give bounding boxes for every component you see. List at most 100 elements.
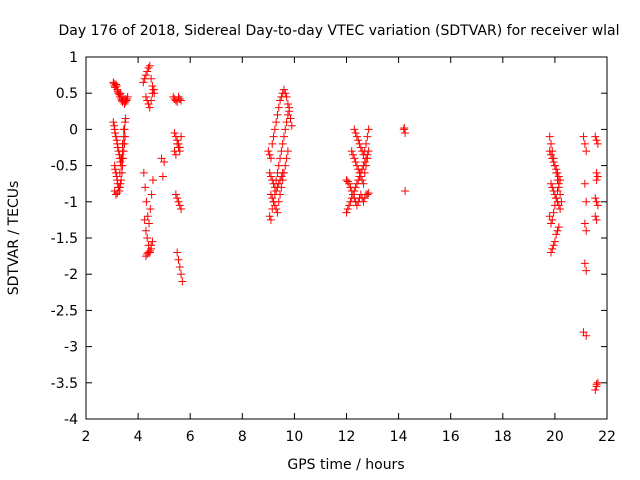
data-point xyxy=(553,168,562,177)
data-point xyxy=(173,248,182,257)
data-point xyxy=(548,183,557,192)
data-point xyxy=(546,179,555,188)
data-point xyxy=(582,147,591,156)
data-point xyxy=(119,125,128,134)
x-tick-label: 8 xyxy=(238,429,247,445)
data-point xyxy=(556,176,565,185)
y-tick-label: -4 xyxy=(64,412,78,428)
data-point xyxy=(364,189,373,198)
x-tick-label: 12 xyxy=(338,429,356,445)
data-point xyxy=(350,125,359,134)
data-point xyxy=(177,270,186,279)
data-point xyxy=(351,129,360,138)
data-point xyxy=(145,219,154,228)
data-point xyxy=(582,266,591,275)
data-point xyxy=(270,190,279,199)
data-point xyxy=(145,61,154,70)
data-point xyxy=(160,157,169,166)
data-point xyxy=(364,147,373,156)
data-point xyxy=(347,194,356,203)
data-point xyxy=(147,96,156,105)
y-tick-label: 0.5 xyxy=(56,86,78,102)
data-point xyxy=(112,136,121,145)
data-point xyxy=(285,103,294,112)
data-point xyxy=(592,380,601,389)
data-point xyxy=(144,63,153,72)
data-point xyxy=(110,121,119,130)
data-point xyxy=(175,201,184,210)
data-point xyxy=(343,205,352,214)
y-tick-label: -1 xyxy=(64,195,78,211)
y-tick-label: -1.5 xyxy=(51,231,78,247)
data-point xyxy=(173,194,182,203)
data-point xyxy=(554,179,563,188)
data-point xyxy=(554,172,563,181)
data-point xyxy=(546,150,555,159)
data-point xyxy=(117,176,126,185)
data-point xyxy=(545,132,554,141)
data-point xyxy=(147,241,156,250)
data-point xyxy=(277,172,286,181)
data-point xyxy=(139,168,148,177)
data-point xyxy=(270,125,279,134)
y-tick-label: -3.5 xyxy=(51,376,78,392)
data-point xyxy=(283,110,292,119)
data-point xyxy=(111,80,120,89)
data-point xyxy=(363,132,372,141)
data-point xyxy=(546,219,555,228)
data-point xyxy=(276,96,285,105)
data-point xyxy=(147,190,156,199)
data-point xyxy=(274,103,283,112)
data-point xyxy=(548,154,557,163)
data-point xyxy=(362,154,371,163)
data-point xyxy=(268,205,277,214)
data-point xyxy=(178,277,187,286)
data-point xyxy=(266,172,275,181)
data-point xyxy=(121,118,130,127)
data-point xyxy=(113,189,122,198)
data-point xyxy=(550,201,559,210)
data-point xyxy=(143,67,152,76)
data-point xyxy=(400,123,409,132)
data-point xyxy=(352,132,361,141)
x-tick-label: 2 xyxy=(82,429,91,445)
x-tick-label: 6 xyxy=(186,429,195,445)
data-point xyxy=(111,165,120,174)
data-point xyxy=(349,150,358,159)
data-point xyxy=(359,161,368,170)
data-point xyxy=(552,230,561,239)
data-point xyxy=(552,194,561,203)
data-point xyxy=(399,125,408,134)
data-point xyxy=(593,172,602,181)
data-point xyxy=(550,237,559,246)
data-point xyxy=(591,386,600,395)
data-point xyxy=(118,139,127,148)
x-tick-label: 20 xyxy=(546,429,564,445)
data-point xyxy=(546,248,555,257)
data-point xyxy=(281,161,290,170)
data-point xyxy=(350,154,359,163)
data-point xyxy=(122,96,131,105)
data-point xyxy=(148,81,157,90)
data-point xyxy=(582,197,591,206)
data-point xyxy=(175,147,184,156)
plot-frame xyxy=(85,56,608,420)
data-point xyxy=(580,139,589,148)
data-point xyxy=(287,121,296,130)
data-point xyxy=(148,237,157,246)
data-point xyxy=(141,71,150,80)
data-point xyxy=(593,139,602,148)
y-tick-label: -2.5 xyxy=(51,303,78,319)
data-point xyxy=(273,110,282,119)
x-tick-label: 22 xyxy=(598,429,616,445)
data-point xyxy=(593,378,602,387)
data-point xyxy=(272,186,281,195)
data-point xyxy=(401,186,410,195)
data-point xyxy=(171,150,180,159)
data-point xyxy=(582,226,591,235)
data-point xyxy=(349,190,358,199)
data-point xyxy=(552,165,561,174)
data-point xyxy=(350,186,359,195)
data-point xyxy=(359,197,368,206)
data-point xyxy=(363,190,372,199)
